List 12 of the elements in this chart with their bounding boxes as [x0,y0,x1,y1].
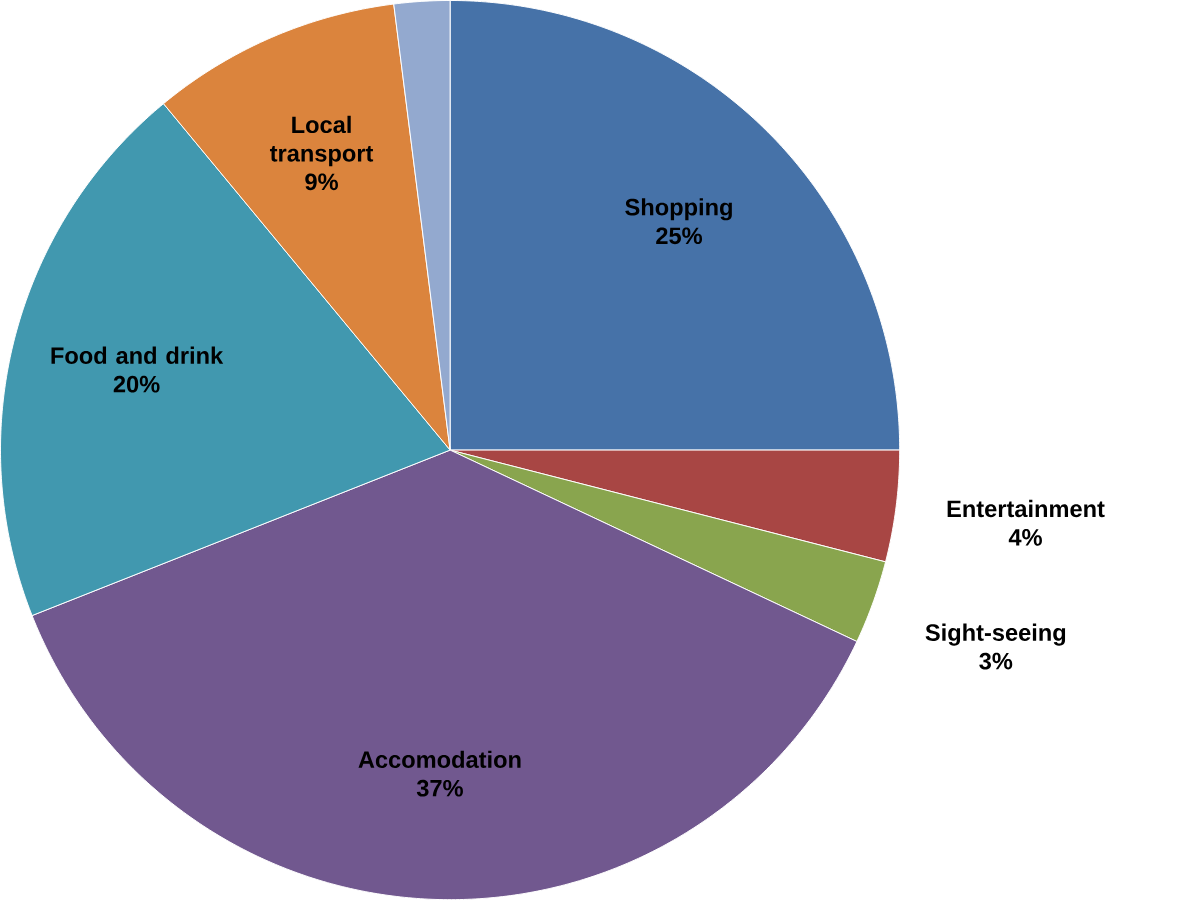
slice-label: Local transport [269,115,374,167]
slice-label: Accomodation [358,750,521,768]
data-label: 25% [656,227,703,245]
slice-label: Food and drink [51,346,224,364]
data-label: 4% [1008,528,1042,546]
data-label: 9% [305,173,338,191]
data-label: 20% [113,375,160,393]
data-label: 37% [416,779,463,797]
slice-label: Shopping [625,198,732,221]
slice-label: Sight-seeing [925,623,1066,646]
slice-label: Entertainment [947,499,1105,518]
data-label: 3% [979,652,1013,670]
